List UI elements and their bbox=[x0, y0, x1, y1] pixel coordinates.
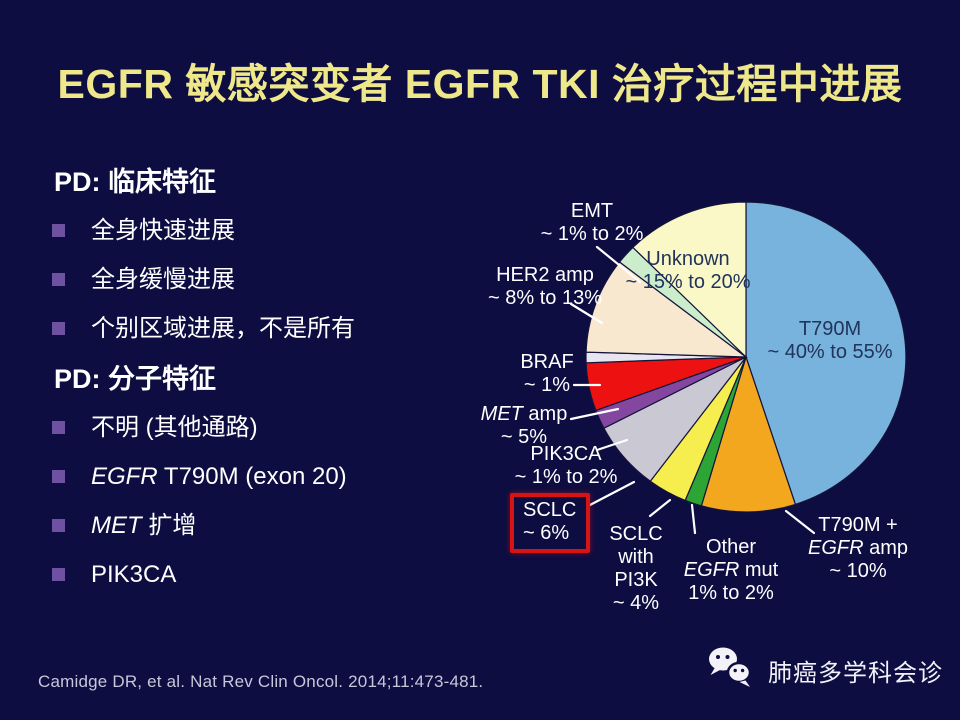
pie-slice-braf bbox=[585, 351, 747, 364]
section-heading-pd: PD: 分子特征 bbox=[54, 364, 216, 394]
pie-label-braf: BRAF ~ 1% bbox=[520, 351, 573, 397]
pie-slice-sclc bbox=[603, 356, 747, 483]
leader-line bbox=[595, 438, 629, 452]
bullet-text: 个别区域进展，不是所有 bbox=[91, 315, 355, 342]
bullet-item: 个别区域进展，不是所有 bbox=[52, 314, 482, 344]
pie-label-line: T790M bbox=[798, 318, 862, 340]
pie-label-line: PI3K bbox=[614, 569, 658, 591]
pie-label-line: with bbox=[618, 546, 654, 568]
pie-label-line: ~ 1% to 2% bbox=[540, 223, 644, 245]
wechat-icon bbox=[709, 647, 752, 687]
pie-label-her2-amp: HER2 amp ~ 8% to 13% bbox=[488, 264, 602, 310]
bullet-item: PIK3CA bbox=[52, 560, 482, 590]
bullet-text: EGFR T790M (exon 20) bbox=[91, 463, 347, 490]
bullet-text: 全身缓慢进展 bbox=[91, 266, 235, 293]
citation: Camidge DR, et al. Nat Rev Clin Oncol. 2… bbox=[38, 672, 484, 691]
pie-label-t790m-egfr-amp: T790M + EGFR amp ~ 10% bbox=[808, 514, 908, 583]
pd-features-panel: PD: 临床特征全身快速进展 全身缓慢进展个别区域进展，不是所有 PD: 分子特征不… bbox=[52, 166, 482, 609]
pie-label-line: EGFR mut bbox=[683, 559, 779, 581]
highlight-box-label-sclc: SCLC ~ 6% bbox=[510, 493, 591, 553]
bullet-square-icon bbox=[52, 519, 65, 532]
pie-label-line: HER2 amp bbox=[496, 264, 594, 286]
pie-slice-emt bbox=[618, 246, 747, 358]
pie-label-pik3ca: PIK3CA ~ 1% to 2% bbox=[515, 443, 618, 489]
pie-label-line: ~ 1% bbox=[523, 374, 571, 396]
bullet-square-icon bbox=[52, 568, 65, 581]
section-heading-pd: PD: 临床特征 bbox=[54, 167, 216, 197]
leader-line bbox=[569, 407, 620, 421]
bullet-square-icon bbox=[52, 470, 65, 483]
leader-line bbox=[595, 245, 642, 284]
bullet-square-icon bbox=[52, 224, 65, 237]
pie-label-line: ~ 10% bbox=[829, 560, 887, 582]
pie-label-line: EGFR amp bbox=[807, 537, 909, 559]
pie-label-line: 1% to 2% bbox=[688, 582, 774, 604]
pie-slice-t790m-egfr-amp bbox=[700, 355, 797, 513]
pie-slice-other-egfr-mut bbox=[684, 356, 747, 507]
pie-label-emt: EMT ~ 1% to 2% bbox=[541, 200, 644, 246]
bullet-square-icon bbox=[52, 322, 65, 335]
bullet-list: 全身快速进展 全身缓慢进展个别区域进展，不是所有 bbox=[52, 216, 482, 344]
pie-label-line: ~ 15% to 20% bbox=[625, 271, 751, 293]
watermark-text: 肺癌多学科会诊 bbox=[768, 659, 943, 687]
bullet-square-icon bbox=[52, 273, 65, 286]
leader-line bbox=[569, 302, 604, 325]
pie-slice-met-amp bbox=[585, 356, 747, 412]
pie-slice-t790m bbox=[745, 201, 907, 506]
bullet-item: MET 扩增 bbox=[52, 511, 482, 541]
pie-slice-pik3ca bbox=[595, 356, 747, 429]
pie-label-line: EMT bbox=[570, 200, 614, 222]
watermark: 肺癌多学科会诊 bbox=[706, 646, 943, 694]
bullet-text: MET 扩增 bbox=[91, 512, 197, 539]
pie-label-line: ~ 5% bbox=[500, 426, 548, 448]
bullet-list: 不明 (其他通路) EGFR T790M (exon 20) MET 扩增 PIK3C… bbox=[52, 413, 482, 590]
bullet-text: 全身快速进展 bbox=[91, 217, 235, 244]
pie-label-line: BRAF bbox=[520, 351, 574, 373]
pie-label-other-egfr-mut: Other EGFR mut 1% to 2% bbox=[684, 536, 778, 605]
pie-label-line: ~ 40% to 55% bbox=[767, 341, 893, 363]
leader-line bbox=[784, 509, 816, 535]
pie-label-line: SCLC bbox=[609, 523, 663, 545]
leader-line bbox=[648, 498, 672, 518]
pie-label-line: ~ 8% to 13% bbox=[488, 287, 602, 309]
bullet-item: 全身快速进展 bbox=[52, 216, 482, 246]
pie-label-sclc-with-pi3k: SCLC with PI3K ~ 4% bbox=[609, 523, 662, 615]
pie-label-met-amp: MET amp ~ 5% bbox=[481, 403, 568, 449]
pie-slice-unknown bbox=[632, 201, 747, 359]
pie-slice-her2-amp bbox=[585, 261, 748, 358]
pie-label-line: Other bbox=[705, 536, 757, 558]
bullet-item: EGFR T790M (exon 20) bbox=[52, 462, 482, 492]
pie-label-line: T790M + bbox=[818, 514, 898, 536]
bullet-text: 不明 (其他通路) bbox=[91, 414, 258, 441]
leader-line bbox=[586, 480, 636, 508]
pie-label-line: PIK3CA bbox=[530, 443, 602, 465]
pie-label-line: ~ 1% to 2% bbox=[514, 466, 618, 488]
pie-label-t790m: T790M ~ 40% to 55% bbox=[767, 318, 892, 364]
pie-slice-sclc-with-pi3k bbox=[649, 356, 747, 502]
pie-label-line: ~ 4% bbox=[612, 592, 660, 614]
pie-label-line: MET amp bbox=[480, 403, 568, 425]
pie-chart-svg bbox=[585, 201, 907, 513]
bullet-item: 全身缓慢进展 bbox=[52, 265, 482, 295]
pie-label-line: SCLC bbox=[523, 499, 577, 521]
bullet-item: 不明 (其他通路) bbox=[52, 413, 482, 443]
bullet-square-icon bbox=[52, 421, 65, 434]
pie-label-unknown: Unknown ~ 15% to 20% bbox=[625, 248, 750, 294]
bullet-text: PIK3CA bbox=[91, 561, 177, 588]
slide-title: EGFR 敏感突变者 EGFR TKI 治疗过程中进展 bbox=[57, 61, 903, 107]
pie-label-line: Unknown bbox=[646, 248, 730, 270]
leader-line bbox=[690, 503, 697, 535]
pie-label-line: ~ 6% bbox=[523, 522, 570, 544]
